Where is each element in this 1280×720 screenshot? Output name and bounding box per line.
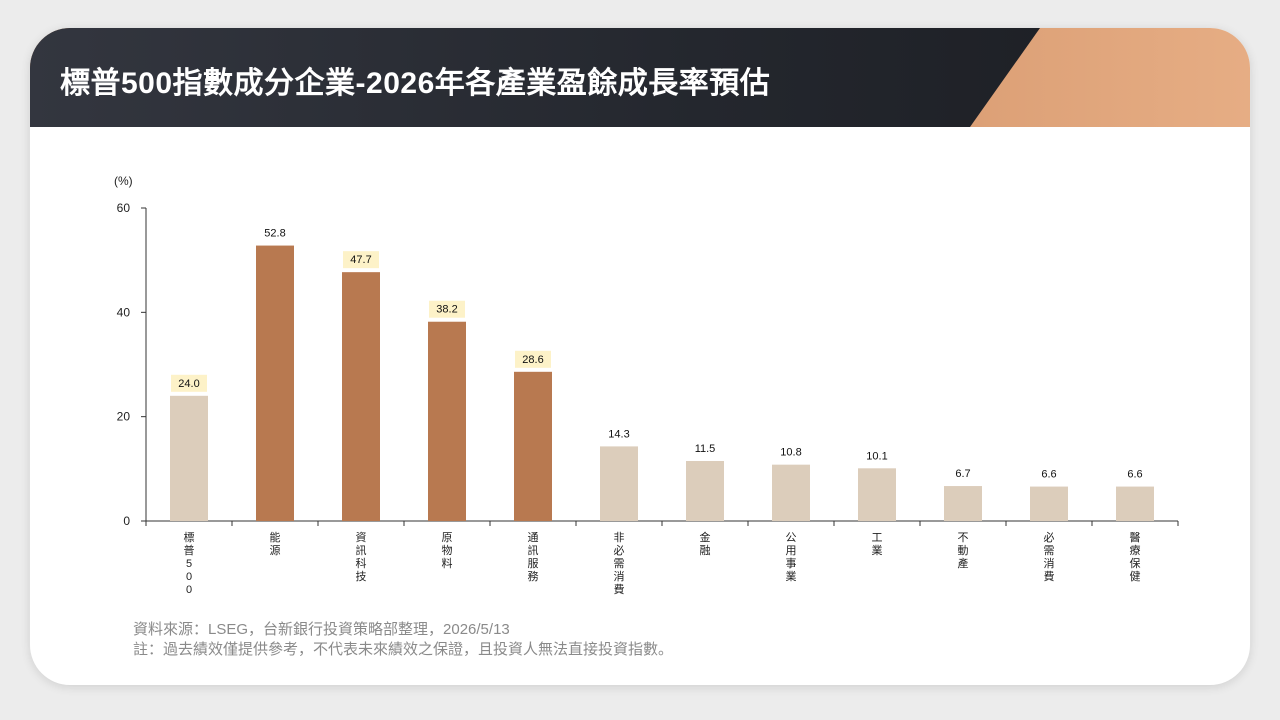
value-label: 10.8: [780, 447, 801, 459]
value-label-box: [343, 251, 379, 269]
category-label: 資訊科技: [356, 531, 367, 583]
bar-4: [514, 371, 552, 521]
value-label-box: [429, 300, 465, 318]
value-label: 47.7: [350, 254, 371, 266]
value-label: 11.5: [695, 443, 716, 455]
category-label: 非必需消費: [614, 531, 625, 596]
value-label: 6.6: [1127, 469, 1142, 481]
category-label: 工業: [872, 532, 883, 557]
bar-10: [1030, 486, 1068, 521]
category-label: 能源: [270, 530, 281, 557]
page-title: 標普500指數成分企業-2026年各產業盈餘成長率預估: [60, 67, 771, 100]
value-label: 14.3: [608, 428, 629, 440]
category-label: 原物料: [442, 532, 453, 570]
category-label: 公用事業: [786, 532, 797, 583]
category-label: 必需消費: [1044, 531, 1055, 583]
category-label: 通訊服務: [528, 531, 539, 583]
category-label: 醫療保健: [1130, 531, 1141, 583]
category-label: 標普 5 0 0: [184, 530, 195, 596]
value-label: 52.8: [264, 228, 285, 240]
category-label: 不動產: [958, 532, 969, 570]
header-title-band: [30, 28, 1040, 127]
y-tick-label: 60: [117, 201, 131, 215]
value-label: 6.7: [955, 468, 970, 480]
value-label: 24.0: [178, 378, 199, 390]
bar-3: [428, 321, 466, 521]
slide-card: 標普500指數成分企業-2026年各產業盈餘成長率預估 (%) 0 20 40 60 24…: [30, 28, 1250, 685]
bar-2: [342, 272, 380, 521]
y-tick-label: 0: [123, 514, 130, 528]
value-label-box: [171, 374, 207, 392]
bar-0: [170, 395, 208, 521]
value-label-box: [515, 350, 551, 368]
bar-8: [858, 468, 896, 521]
bar-11: [1116, 486, 1154, 521]
disclaimer-note: 註：過去績效僅提供參考，不代表未來績效之保證，且投資人無法直接投資指數。: [133, 641, 674, 658]
bar-9: [944, 486, 982, 521]
bar-chart: (%) 0 20 40 60 24.0 標普 5 0 0 52.8 能源 47.7 資訊科技 38.2 原物料…: [114, 174, 1179, 596]
source-note: 資料來源：LSEG，台新銀行投資策略部整理，2026/5/13: [133, 621, 510, 638]
bar-6: [686, 461, 724, 521]
value-label: 10.1: [866, 450, 887, 462]
value-label: 38.2: [436, 304, 457, 316]
y-tick-label: 40: [117, 305, 131, 319]
bar-7: [772, 464, 810, 521]
y-tick-label: 20: [117, 410, 131, 424]
bar-5: [600, 446, 638, 521]
value-label: 6.6: [1041, 469, 1056, 481]
category-label: 金融: [700, 530, 711, 557]
bar-1: [256, 245, 294, 521]
value-label: 28.6: [522, 354, 543, 366]
y-axis-unit-label: (%): [114, 174, 133, 188]
